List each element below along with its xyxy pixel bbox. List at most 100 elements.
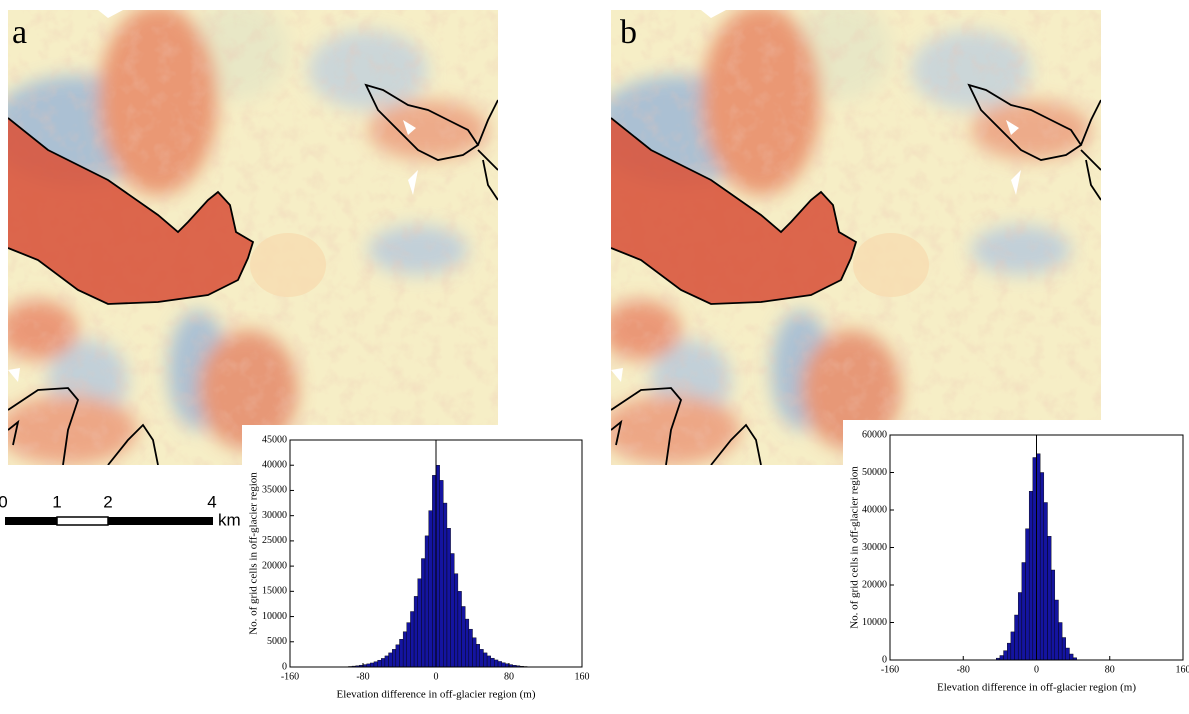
y-tick-label: 15000 xyxy=(262,586,287,597)
panel-label: b xyxy=(620,14,637,51)
y-tick-label: 30000 xyxy=(862,542,887,553)
bar xyxy=(454,574,458,667)
bar xyxy=(491,658,495,667)
bar xyxy=(1051,570,1055,660)
bar xyxy=(480,649,484,667)
y-tick-label: 40000 xyxy=(262,460,287,471)
scale-bar: 0 1 2 4 km xyxy=(0,492,241,529)
x-tick-label: -160 xyxy=(881,664,899,675)
bar xyxy=(378,660,382,667)
scale-segment xyxy=(108,517,213,525)
bar xyxy=(1044,503,1048,661)
bar xyxy=(1007,643,1011,660)
bar xyxy=(1029,491,1033,660)
bar xyxy=(396,645,400,667)
bar xyxy=(487,656,491,667)
bar xyxy=(1047,536,1051,660)
bar xyxy=(1058,623,1062,661)
x-axis-label: Elevation difference in off-glacier regi… xyxy=(336,689,535,701)
y-tick-label: 60000 xyxy=(862,429,887,440)
y-axis-label: No. of grid cells in off-glacier region xyxy=(849,466,861,629)
bar xyxy=(1062,638,1066,661)
y-tick-label: 25000 xyxy=(262,535,287,546)
y-tick-label: 35000 xyxy=(262,485,287,496)
scale-tick: 2 xyxy=(103,492,112,511)
bar xyxy=(469,629,473,667)
scale-tick: 0 xyxy=(0,492,8,511)
bar xyxy=(1022,563,1026,661)
bar xyxy=(410,612,414,667)
bar xyxy=(451,554,455,668)
bar xyxy=(440,480,444,667)
bar xyxy=(1000,656,1004,661)
y-tick-label: 10000 xyxy=(262,611,287,622)
x-tick-label: 160 xyxy=(1176,664,1189,675)
bar xyxy=(403,632,407,667)
scale-segment xyxy=(5,517,57,525)
bar xyxy=(498,661,502,667)
bar xyxy=(389,653,393,667)
bar xyxy=(462,606,466,667)
bar xyxy=(429,511,433,667)
scale-unit: km xyxy=(218,510,241,529)
map-b xyxy=(591,0,1101,465)
x-tick-label: -80 xyxy=(957,664,970,675)
bar xyxy=(370,663,374,667)
x-tick-label: -80 xyxy=(356,671,369,682)
bar xyxy=(1015,615,1019,660)
y-axis-label: No. of grid cells in off-glacier region xyxy=(248,472,260,635)
bar xyxy=(502,663,506,667)
bar xyxy=(1033,458,1037,661)
scale-tick: 1 xyxy=(52,492,61,511)
x-tick-label: 0 xyxy=(1034,664,1039,675)
bar xyxy=(1040,473,1044,661)
bar xyxy=(1066,648,1070,660)
y-tick-label: 20000 xyxy=(862,579,887,590)
bar xyxy=(1011,632,1015,660)
map-a xyxy=(0,0,498,465)
x-axis-label: Elevation difference in off-glacier regi… xyxy=(937,682,1136,694)
x-tick-label: -160 xyxy=(281,671,299,682)
x-tick-label: 160 xyxy=(575,671,590,682)
bar xyxy=(1018,593,1022,661)
bar xyxy=(483,653,487,667)
y-tick-label: 20000 xyxy=(262,560,287,571)
bar xyxy=(432,475,436,667)
bar xyxy=(447,528,451,667)
bar xyxy=(458,591,462,667)
bar xyxy=(374,662,378,667)
bar xyxy=(418,579,422,667)
bar xyxy=(381,658,385,667)
bar xyxy=(1037,454,1041,660)
bar xyxy=(425,536,429,667)
bar xyxy=(465,619,469,667)
bar xyxy=(1055,600,1059,660)
bar xyxy=(421,559,425,667)
scale-tick: 4 xyxy=(207,492,216,511)
y-tick-label: 10000 xyxy=(862,617,887,628)
bar xyxy=(494,660,498,667)
bar xyxy=(476,644,480,667)
y-tick-label: 5000 xyxy=(267,636,287,647)
x-tick-label: 80 xyxy=(504,671,514,682)
bar xyxy=(473,638,477,667)
y-tick-label: 50000 xyxy=(862,467,887,478)
bar xyxy=(400,639,404,667)
bar xyxy=(407,623,411,667)
bar xyxy=(1004,651,1008,660)
y-tick-label: 45000 xyxy=(262,434,287,445)
bar xyxy=(385,656,389,667)
bar xyxy=(1026,529,1030,660)
x-tick-label: 0 xyxy=(434,671,439,682)
x-tick-label: 80 xyxy=(1105,664,1115,675)
bar xyxy=(414,596,418,667)
y-tick-label: 30000 xyxy=(262,510,287,521)
bar xyxy=(443,503,447,667)
panel-label: a xyxy=(12,14,27,51)
bar xyxy=(392,649,396,667)
y-tick-label: 40000 xyxy=(862,504,887,515)
scale-segment xyxy=(57,517,108,525)
bar xyxy=(1069,654,1073,660)
